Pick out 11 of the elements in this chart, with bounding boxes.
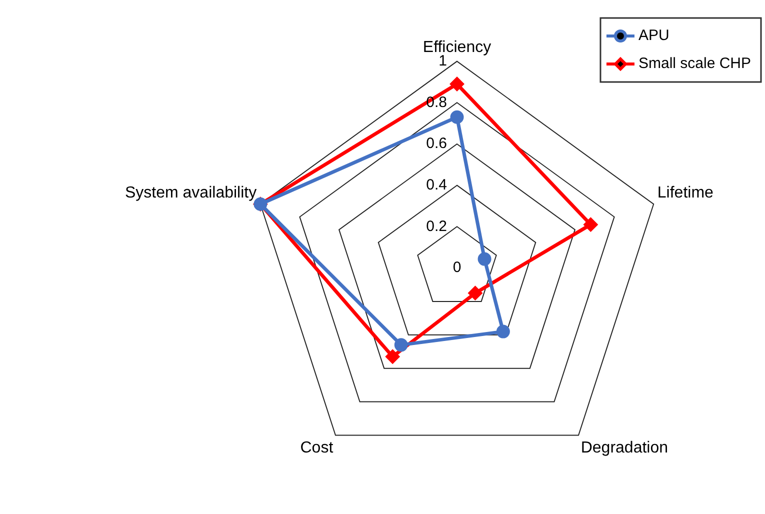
y-tick-label: 0.6: [426, 135, 447, 152]
spoke-label: Cost: [300, 439, 334, 456]
y-tick-label: 0.2: [426, 218, 447, 235]
spoke-label: System availability: [124, 184, 257, 202]
legend-label: APU: [638, 27, 670, 44]
y-tick-label: 0.8: [426, 94, 447, 111]
y-tick-label: 0.4: [426, 176, 447, 194]
legend-label: Small scale CHP: [638, 55, 751, 72]
spoke-label: Lifetime: [657, 184, 714, 202]
spoke-label: Degradation: [580, 439, 668, 456]
y-tick-label: 0: [452, 259, 462, 276]
